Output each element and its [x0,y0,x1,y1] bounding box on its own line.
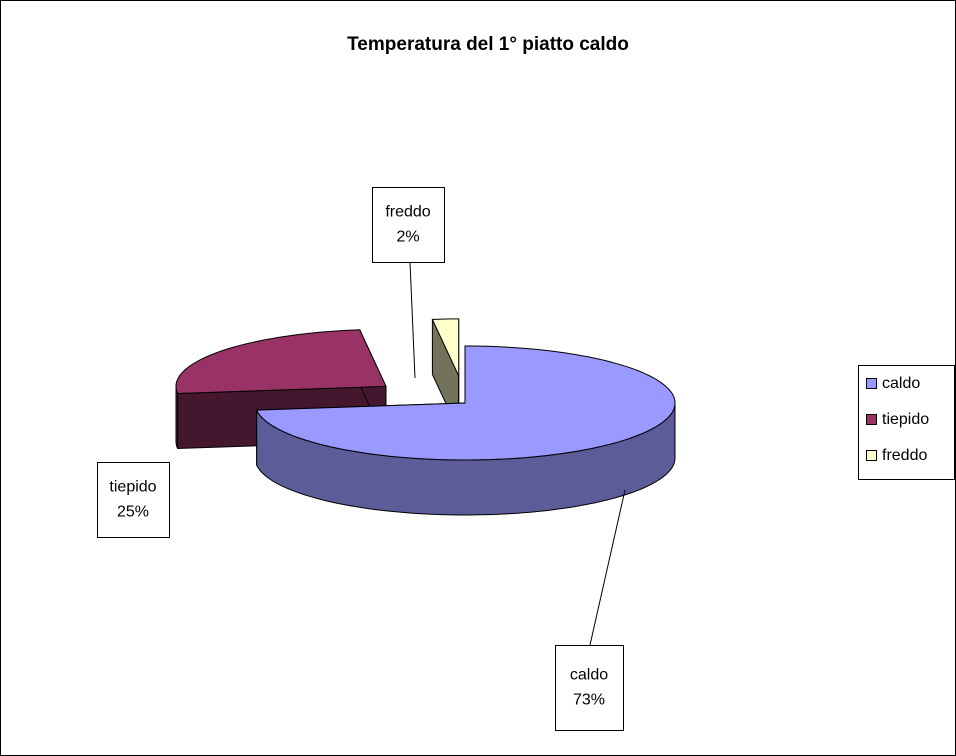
pie [175,318,676,516]
label-box [555,645,624,731]
data-label-name: caldo [570,667,608,684]
data-label-value: 73% [573,692,605,709]
data-label-name: freddo [385,204,430,221]
data-label-name: tiepido [109,479,156,496]
leader-line [409,261,416,379]
slice [255,345,676,461]
data-label-value: 25% [117,504,149,521]
legend: caldo tiepido freddo [858,365,955,480]
slice [175,329,387,395]
slice [431,318,460,377]
label-box [97,462,170,538]
data-label-value: 2% [396,229,419,246]
slice-wall [175,386,179,449]
legend-swatch [866,414,877,425]
legend-label: tiepido [882,411,929,428]
legend-label: freddo [882,447,927,464]
data-labels: caldo 73% tiepido 25% freddo 2% [97,187,626,731]
label-box [372,187,445,263]
leader-line [589,489,626,646]
legend-swatch [866,450,877,461]
legend-label: caldo [882,375,920,392]
legend-swatch [866,378,877,389]
chart-title: Temperatura del 1° piatto caldo [347,34,629,55]
